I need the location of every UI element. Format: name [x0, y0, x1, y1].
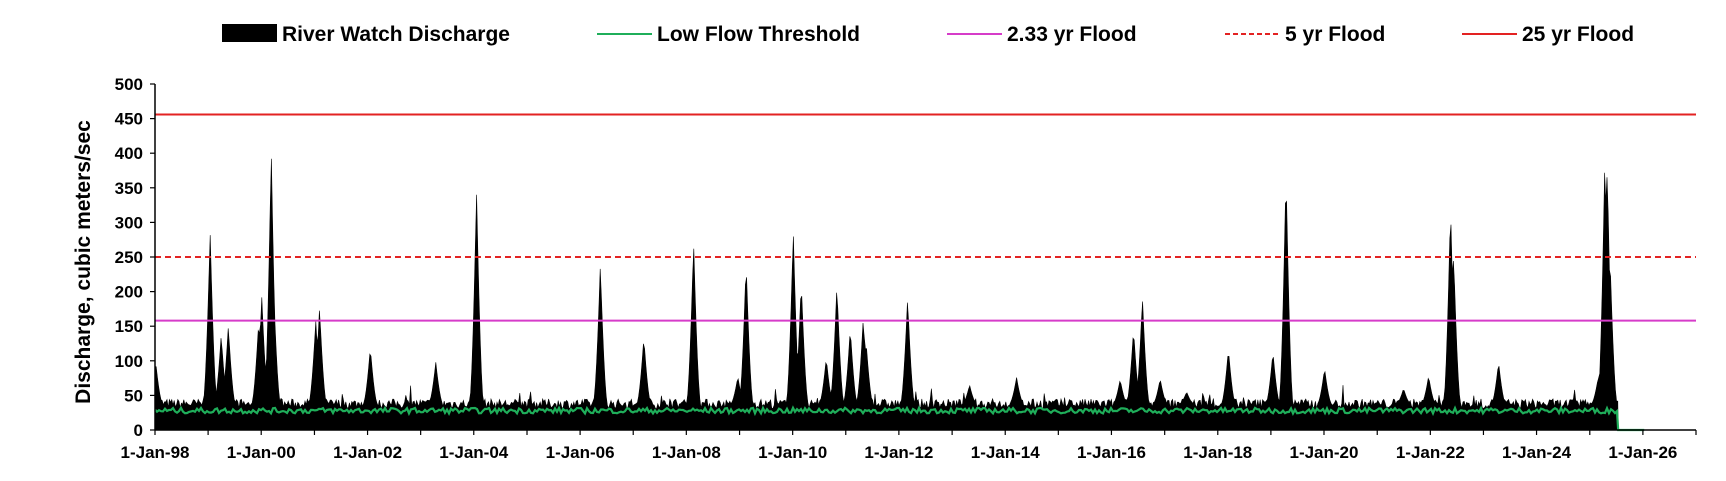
legend-item: 25 yr Flood — [1462, 23, 1634, 46]
legend-item: Low Flow Threshold — [597, 23, 860, 46]
discharge-area — [154, 158, 1619, 431]
y-tick-label: 200 — [115, 283, 143, 302]
x-tick-label: 1-Jan-22 — [1396, 443, 1465, 462]
y-axis-label: Discharge, cubic meters/sec — [72, 120, 95, 404]
y-tick-label: 450 — [115, 110, 143, 129]
x-tick-label: 1-Jan-18 — [1183, 443, 1252, 462]
x-tick-label: 1-Jan-16 — [1077, 443, 1146, 462]
axes: 0 50 100 150 200 250 300 350 400 450 500 1-Jan-98 1-… — [115, 75, 1697, 462]
x-tick-label: 1-Jan-12 — [864, 443, 933, 462]
y-tick-label: 150 — [115, 317, 143, 336]
x-tick-label: 1-Jan-02 — [333, 443, 402, 462]
legend-label: 25 yr Flood — [1522, 23, 1634, 46]
legend: River Watch Discharge Low Flow Threshold 2… — [222, 23, 1634, 46]
y-tick-label: 50 — [124, 386, 143, 405]
legend-label: Low Flow Threshold — [657, 23, 860, 46]
x-tick-label: 1-Jan-24 — [1502, 443, 1572, 462]
x-tick-label: 1-Jan-00 — [227, 443, 296, 462]
legend-label: River Watch Discharge — [282, 23, 510, 46]
legend-item: 2.33 yr Flood — [947, 23, 1137, 46]
legend-item: 5 yr Flood — [1225, 23, 1385, 46]
legend-item: River Watch Discharge — [222, 23, 510, 46]
y-tick-label: 300 — [115, 213, 143, 232]
legend-label: 2.33 yr Flood — [1007, 23, 1137, 46]
legend-label: 5 yr Flood — [1285, 23, 1385, 46]
y-tick-label: 100 — [115, 352, 143, 371]
x-tick-label: 1-Jan-04 — [439, 443, 509, 462]
y-tick-label: 350 — [115, 179, 143, 198]
x-tick-label: 1-Jan-20 — [1289, 443, 1358, 462]
x-tick-label: 1-Jan-06 — [546, 443, 615, 462]
x-tick-label: 1-Jan-10 — [758, 443, 827, 462]
plot-area — [154, 113, 1696, 432]
y-tick-label: 400 — [115, 144, 143, 163]
y-tick-label: 250 — [115, 248, 143, 267]
x-tick-label: 1-Jan-26 — [1608, 443, 1677, 462]
x-tick-label: 1-Jan-98 — [121, 443, 190, 462]
x-tick-label: 1-Jan-14 — [971, 443, 1041, 462]
y-tick-label: 0 — [134, 421, 143, 440]
legend-swatch — [222, 24, 277, 42]
x-tick-label: 1-Jan-08 — [652, 443, 721, 462]
y-tick-label: 500 — [115, 75, 143, 94]
low-flow-threshold-line — [154, 405, 1645, 432]
